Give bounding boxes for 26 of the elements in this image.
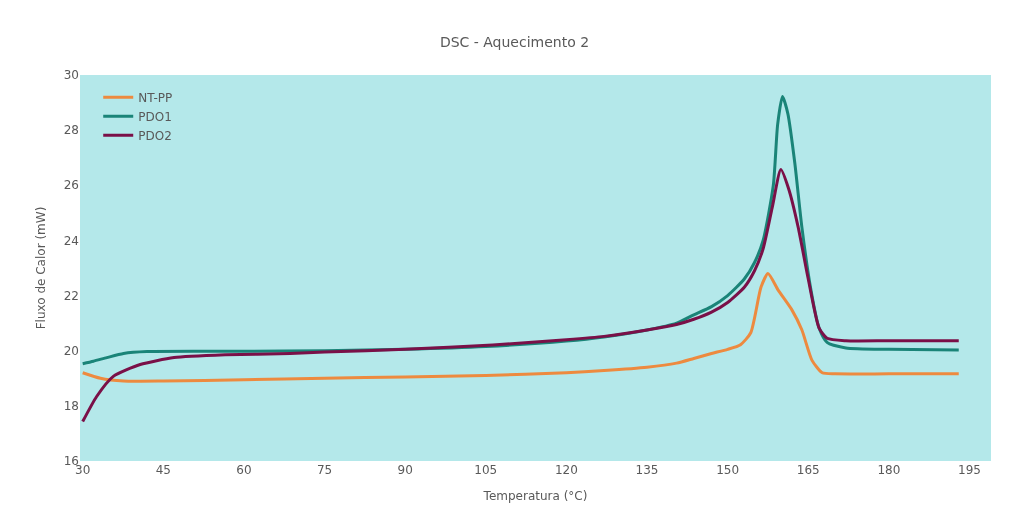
- x-tick-label: 180: [877, 463, 901, 477]
- legend-label: PDO1: [138, 109, 172, 124]
- x-tick-label: 60: [236, 463, 252, 477]
- chart-title: DSC - Aquecimento 2: [439, 33, 590, 50]
- y-tick-label: 22: [63, 288, 79, 303]
- legend-label: PDO2: [138, 128, 172, 143]
- legend-label: NT-PP: [138, 90, 173, 105]
- x-tick-label: 75: [316, 463, 333, 477]
- y-tick-label: 18: [63, 399, 79, 414]
- x-tick-label: 90: [397, 463, 413, 477]
- x-tick-label: 165: [796, 463, 820, 477]
- y-tick-label: 30: [63, 68, 79, 83]
- x-axis-title: Temperatura (°C): [482, 488, 588, 503]
- x-tick-label: 195: [958, 463, 981, 477]
- y-tick-label: 24: [63, 233, 79, 248]
- x-tick-label: 150: [716, 463, 740, 477]
- x-tick-label: 105: [474, 463, 498, 477]
- y-tick-label: 26: [63, 178, 79, 193]
- x-tick-label: 45: [155, 463, 171, 477]
- x-tick-label: 120: [554, 463, 578, 477]
- y-axis-title: Fluxo de Calor (mW): [34, 206, 49, 330]
- line-series: [81, 272, 961, 383]
- y-tick-label: 20: [63, 343, 79, 358]
- line-series: [81, 168, 961, 424]
- x-tick-label: 135: [635, 463, 659, 477]
- y-tick-label: 28: [63, 123, 79, 138]
